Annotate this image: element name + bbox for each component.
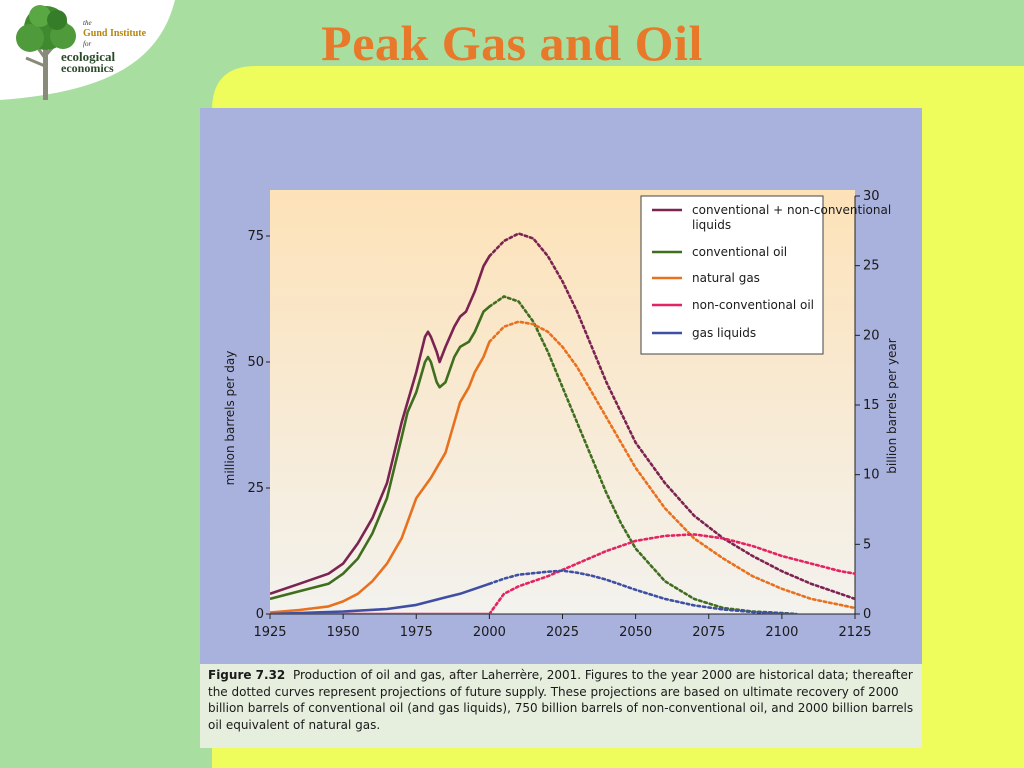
slide-title: Peak Gas and Oil xyxy=(321,15,703,71)
series-historical-gas-liquids xyxy=(270,582,490,614)
figure-caption: Figure 7.32 Production of oil and gas, a… xyxy=(208,667,914,733)
legend-label-line: liquids xyxy=(692,218,731,232)
x-tick-label: 2125 xyxy=(838,625,871,640)
y-tick-label: 25 xyxy=(247,481,264,496)
legend: conventional + non-conventional liquidsco… xyxy=(640,195,891,355)
legend-label: conventional oil xyxy=(692,245,787,259)
legend-label: conventional + non-conventional liquids xyxy=(692,203,891,232)
legend-label: non-conventional oil xyxy=(692,298,814,312)
x-tick-label: 2100 xyxy=(765,625,798,640)
series-historical-conventional-oil xyxy=(270,305,491,601)
legend-label-line: conventional + non-conventional xyxy=(692,203,891,217)
legend-label: gas liquids xyxy=(692,326,756,340)
series-projection-conventional-non-conventional-liquids xyxy=(488,232,855,601)
y-right-tick-label: 15 xyxy=(863,398,880,413)
axes: 1925 1950 1975 2000 2025 2050 2075 2100 21250255… xyxy=(223,189,899,640)
series-projection-non-conventional-oil xyxy=(488,533,855,614)
gund-institute-logo: the Gund Institute for ecological econom… xyxy=(0,0,175,105)
logo-line-5: economics xyxy=(61,61,114,75)
logo-line-2: Gund Institute xyxy=(83,28,147,39)
series-projection-gas-liquids xyxy=(488,569,798,614)
logo-line-4: ecological xyxy=(61,49,116,64)
tree-icon xyxy=(16,5,76,100)
x-tick-label: 2075 xyxy=(692,625,725,640)
x-tick-label: 2050 xyxy=(619,625,652,640)
y-right-tick-label: 5 xyxy=(863,537,871,552)
y-axis-label: million barrels per day xyxy=(223,351,237,486)
x-tick-label: 2025 xyxy=(546,625,579,640)
x-tick-label: 1925 xyxy=(253,625,286,640)
y-right-tick-label: 20 xyxy=(863,328,880,343)
logo-line-1: the xyxy=(83,19,92,27)
y-right-tick-label: 25 xyxy=(863,259,880,274)
y-right-axis-label: billion barrels per year xyxy=(885,338,899,473)
caption-panel xyxy=(200,664,922,748)
figure-label: Figure 7.32 xyxy=(208,668,286,682)
y-right-tick-label: 30 xyxy=(863,189,880,204)
x-tick-label: 2000 xyxy=(473,625,506,640)
x-tick-label: 1950 xyxy=(327,625,360,640)
y-tick-label: 50 xyxy=(247,355,264,370)
series-projection-natural-gas xyxy=(488,320,855,610)
y-tick-label: 0 xyxy=(256,607,264,622)
series-layer xyxy=(270,232,855,614)
figure-caption-text: Production of oil and gas, after Laherrè… xyxy=(208,668,914,732)
series-historical-conventional-non-conventional-liquids xyxy=(270,255,491,596)
x-tick-label: 1975 xyxy=(400,625,433,640)
legend-box xyxy=(640,195,824,355)
y-right-tick-label: 0 xyxy=(863,607,871,622)
legend-label: natural gas xyxy=(692,271,760,285)
series-historical-natural-gas xyxy=(270,341,491,614)
logo-line-3: for xyxy=(83,40,92,48)
y-tick-label: 75 xyxy=(247,229,264,244)
y-right-tick-label: 10 xyxy=(863,468,880,483)
